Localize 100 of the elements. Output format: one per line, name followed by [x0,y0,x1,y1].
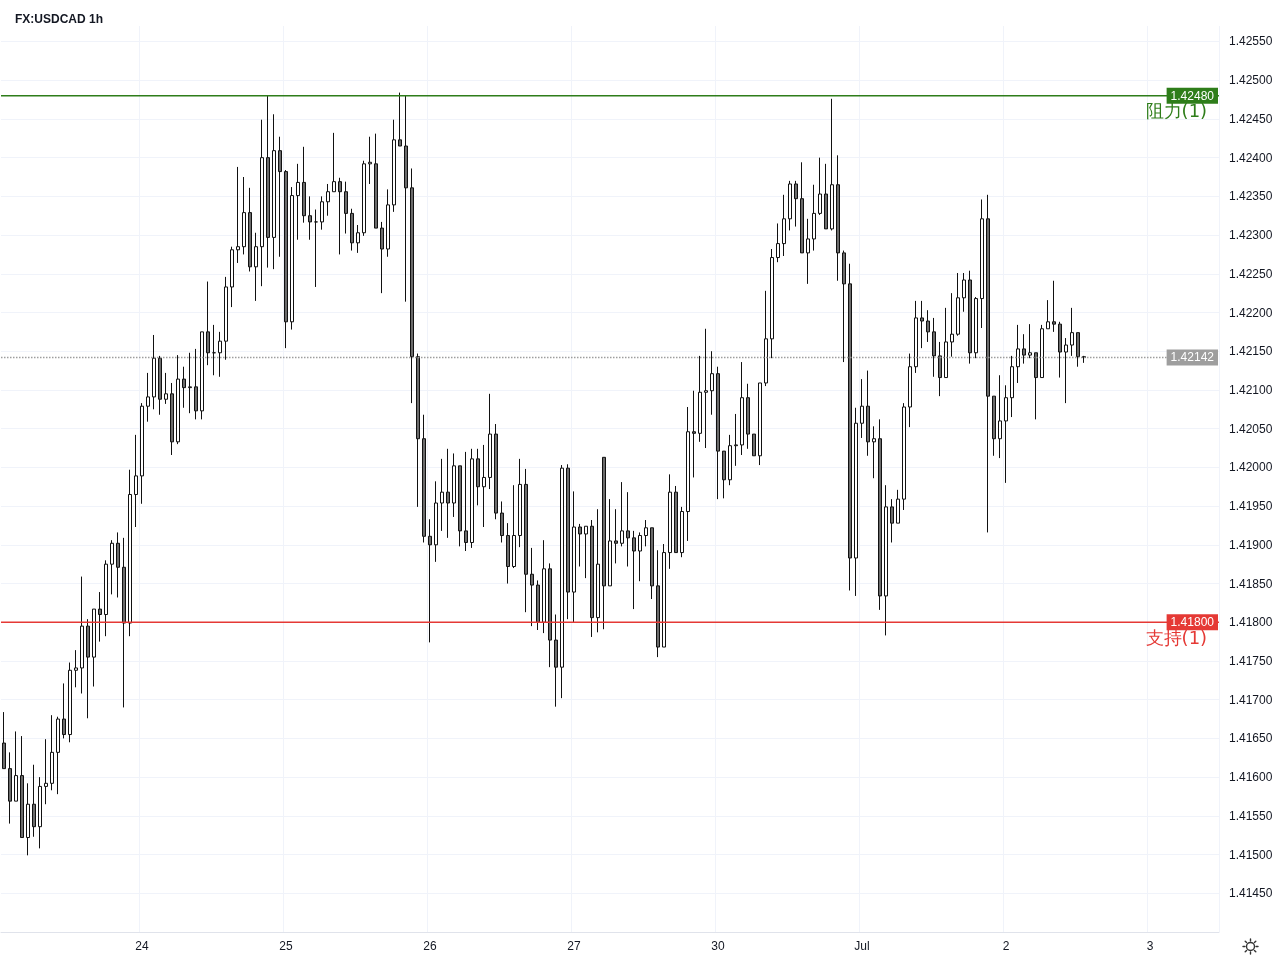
y-tick-label: 1.41450 [1229,886,1273,901]
candlestick [128,469,132,637]
candlestick [206,281,210,366]
candlestick [140,402,144,505]
candlestick [962,272,966,313]
candlestick [200,331,204,420]
candlestick [230,246,234,308]
candlestick [62,682,66,739]
candlestick [668,473,672,570]
candlestick [830,98,834,231]
candlestick [56,716,60,795]
y-tick-label: 1.41500 [1229,847,1273,862]
candlestick [506,522,510,585]
y-tick-label: 1.41650 [1229,731,1273,746]
candlestick [1010,355,1014,418]
x-tick-label: 30 [711,939,725,953]
candlestick [308,195,312,241]
candlestick [8,751,12,825]
candlestick [812,184,816,252]
candlestick [440,458,444,532]
annotation: 1.42480 [1170,88,1215,103]
candlestick [1004,384,1008,484]
x-tick-label: 25 [279,939,293,953]
candlestick [770,248,774,359]
candlestick [362,160,366,237]
candlestick [1022,333,1026,365]
candlestick [632,530,636,610]
candlestick [122,537,126,708]
candlestick [878,418,882,611]
candlestick [590,519,594,638]
candlestick [758,382,762,466]
candlestick [752,433,756,457]
candlestick [68,662,72,743]
candlestick [1046,299,1050,330]
y-tick-label: 1.42000 [1229,460,1273,475]
candlestick [896,489,900,524]
y-tick-label: 1.42400 [1229,150,1273,165]
candlestick [170,382,174,456]
candlestick [386,188,390,258]
candlestick [650,527,654,600]
candlestick [464,451,468,552]
candlestick [344,181,348,235]
candlestick [2,711,6,770]
candlestick [884,484,888,636]
y-tick-label: 1.42050 [1229,421,1273,436]
y-tick-label: 1.41800 [1229,615,1273,630]
candlestick [818,157,822,216]
candlestick [914,300,918,374]
candlestick [458,465,462,547]
candlestick [680,506,684,558]
candlestick [236,166,240,264]
candlestick [734,413,738,467]
candlestick [704,328,708,449]
candlestick [722,450,726,499]
candlestick [614,508,618,564]
candlestick [242,176,246,255]
candlestick [116,531,120,598]
candlestick [32,764,36,838]
candlestick [566,463,570,620]
candlestick [776,222,780,263]
candlestick [536,579,540,631]
candlestick [848,263,852,592]
candlestick [314,209,318,288]
candlestick [446,448,450,539]
candlestick [224,276,228,361]
y-tick-label: 1.41550 [1229,808,1273,823]
candlestick [152,334,156,410]
y-tick-label: 1.42150 [1229,344,1273,359]
candlestick [260,119,264,287]
y-tick-label: 1.42300 [1229,228,1273,243]
x-tick-label: Jul [854,939,870,953]
candlestick [554,614,558,708]
candlestick [902,402,906,511]
candlestick [380,221,384,294]
candlestick [38,776,42,849]
candlestick [1016,324,1020,384]
candlestick [422,414,426,543]
candlestick [1064,337,1068,404]
candlestick [560,464,564,699]
candlestick [944,307,948,379]
candlestick [434,480,438,563]
annotation: 1.42142 [1170,350,1215,365]
candlestick [524,468,528,613]
candlestick [782,194,786,257]
x-tick-label: 26 [423,939,437,953]
candlestick [692,390,696,478]
candlestick [296,163,300,241]
candlestick [956,272,960,337]
candlestick [842,250,846,363]
y-tick-label: 1.42100 [1229,382,1273,397]
candlestick [332,132,336,193]
candlestick [374,133,378,229]
candlestick [932,317,936,378]
candlestick [320,195,324,231]
candlestick [134,434,138,528]
candlestick [1034,352,1038,420]
candlestick [1040,324,1044,379]
candlestick [638,531,642,582]
candlestick [998,374,1002,459]
candlestick [398,92,402,147]
